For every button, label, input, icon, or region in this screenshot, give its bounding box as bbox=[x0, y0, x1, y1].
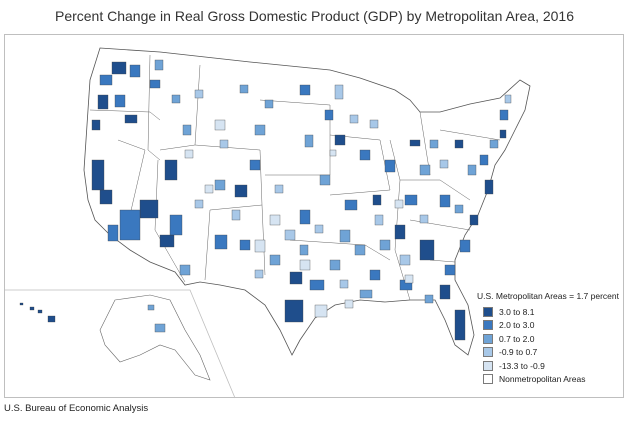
legend-label: -0.9 to 0.7 bbox=[499, 347, 538, 358]
alaska-metro-anchorage bbox=[154, 323, 166, 333]
map-title: Percent Change in Real Gross Domestic Pr… bbox=[54, 8, 575, 24]
legend-item: -0.9 to 0.7 bbox=[483, 346, 625, 360]
legend-swatch bbox=[483, 374, 493, 385]
legend-swatch bbox=[483, 347, 493, 358]
legend-label: Nonmetropolitan Areas bbox=[499, 374, 586, 385]
legend-swatch bbox=[483, 333, 493, 344]
source-credit: U.S. Bureau of Economic Analysis bbox=[4, 403, 149, 414]
legend-label: 2.0 to 3.0 bbox=[499, 320, 535, 331]
legend-title: U.S. Metropolitan Areas = 1.7 percent bbox=[477, 291, 619, 301]
legend-item: 0.7 to 2.0 bbox=[483, 332, 625, 346]
legend-item: 3.0 to 8.1 bbox=[483, 305, 625, 319]
legend-item: Nonmetropolitan Areas bbox=[483, 373, 625, 387]
legend-label: -13.3 to -0.9 bbox=[499, 360, 545, 371]
alaska-metro-fairbanks bbox=[147, 304, 155, 311]
legend-swatch bbox=[483, 320, 493, 331]
alaska-inset bbox=[99, 294, 211, 381]
legend-label: 0.7 to 2.0 bbox=[499, 333, 535, 344]
legend-label: 3.0 to 8.1 bbox=[499, 306, 535, 317]
legend-item: 2.0 to 3.0 bbox=[483, 319, 625, 333]
inset-divider bbox=[4, 289, 236, 399]
hawaii-inset bbox=[19, 302, 56, 323]
metro-areas bbox=[91, 59, 512, 341]
legend-swatch bbox=[483, 360, 493, 371]
map-frame bbox=[4, 34, 624, 398]
legend-item: -13.3 to -0.9 bbox=[483, 359, 625, 373]
legend: U.S. Metropolitan Areas = 1.7 percent 3.… bbox=[477, 291, 625, 387]
contiguous-us-outline bbox=[83, 47, 531, 356]
legend-swatch bbox=[483, 306, 493, 317]
